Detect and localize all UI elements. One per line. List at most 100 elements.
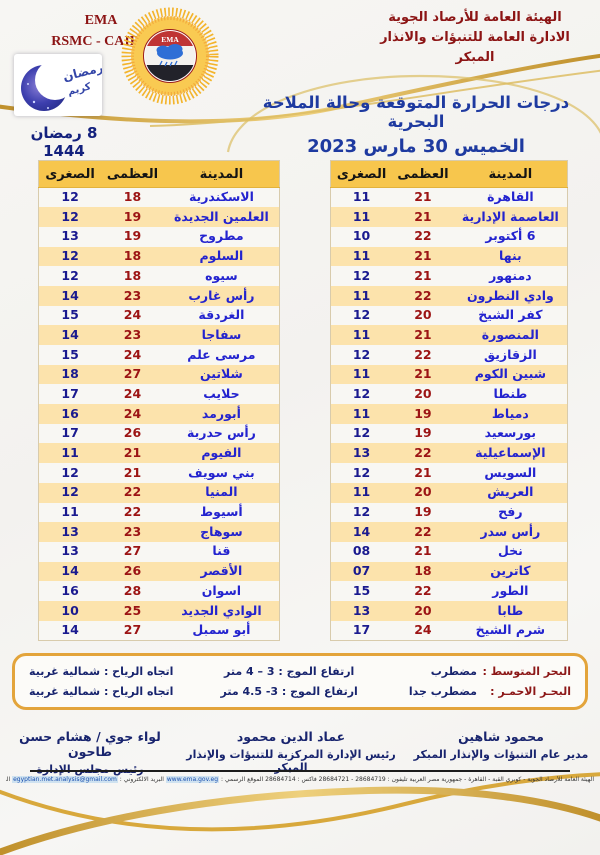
min-temp-cell: 12 [61,267,79,283]
table-row: نخل 21 08 [330,541,568,562]
ema-flag-emblem: EMA [145,31,195,81]
signatory-name: لواء جوي / هشام حسن طاحون [19,729,161,759]
table-row: دمنهور 21 12 [330,266,568,286]
address-phones-text: الهيئة العامة للأرصاد الجوية - كوبري الق… [220,776,594,783]
min-temp-cell: 13 [352,445,371,461]
max-temp-cell: 22 [414,445,432,461]
max-temp-cell: 20 [414,484,432,500]
max-temp-cell: 20 [414,602,432,618]
email-link[interactable]: egyptian.met.analysis@gmail.com [12,776,118,783]
wind-direction-value: اتجاه الرياح : شمالية غربية [29,684,174,698]
table-row: شلاتين 27 18 [38,364,280,385]
table-row: 6 أكتوبر 22 10 [330,226,568,247]
max-temp-cell: 21 [414,326,432,342]
min-temp-cell: 12 [61,248,79,264]
max-temp-cell: 24 [414,621,432,637]
max-temp-cell: 21 [414,543,432,559]
max-temp-cell: 20 [414,307,432,323]
table-row: سفاجا 23 14 [38,325,280,345]
table-row: العلمين الجديدة 19 12 [38,207,280,227]
city-cell: دمياط [491,405,529,421]
max-temp-cell: 26 [123,563,142,579]
website-link[interactable]: www.ema.gov.eg [165,776,220,783]
max-temp-cell: 19 [414,405,432,421]
city-cell: نخل [497,543,523,559]
min-temp-cell: 12 [352,267,371,283]
max-temp-cell: 27 [123,621,142,637]
table-row: سوهاج 23 13 [38,522,280,542]
table-row: كفر الشيخ 20 12 [330,305,568,326]
city-cell: شرم الشيخ [475,621,546,637]
min-temp-cell: 10 [61,602,79,618]
min-temp-cell: 12 [352,307,371,323]
facebook-label: الصفحة الرسمية على الفيس بوك : [6,776,11,783]
max-temp-cell: 18 [414,563,432,579]
min-temp-cell: 11 [352,405,371,421]
min-temp-cell: 13 [61,523,79,539]
min-temp-cell: 11 [352,248,371,264]
city-cell: أبو سمبل [192,621,251,637]
table-row: رأس سدر 22 14 [330,522,568,542]
city-cell: سوهاج [200,523,243,539]
table-row: الغردقة 24 15 [38,305,280,326]
min-temp-cell: 14 [61,326,79,342]
max-temp-cell: 19 [123,208,142,224]
max-temp-cell: 26 [123,425,142,441]
wave-height-value: ارتفاع الموج : 3 – 4 متر [224,665,355,679]
table-row: قنا 27 13 [38,541,280,562]
max-temp-cell: 21 [123,464,142,480]
min-temp-cell: 15 [61,346,79,362]
table-row: المنيا 22 12 [38,482,280,503]
min-temp-cell: 08 [352,543,371,559]
max-temp-cell: 24 [123,346,142,362]
table-row: الاسكندرية 18 12 [38,187,280,208]
city-cell: الاسكندرية [188,189,254,205]
max-temp-cell: 18 [123,248,142,264]
min-temp-cell: 11 [352,484,371,500]
max-column-header: العظمى [101,160,164,188]
ema-acronym: EMA [84,13,118,28]
min-temp-cell: 11 [352,189,371,205]
city-column-header: المدينة [163,160,280,188]
max-temp-cell: 21 [414,267,432,283]
bulletin-title: درجات الحرارة المتوقعة وحالة الملاحة الب… [238,93,594,157]
min-temp-cell: 15 [61,307,79,323]
min-temp-cell: 14 [61,621,79,637]
table-row: رأس حدربة 26 17 [38,423,280,444]
table-row: العاصمة الإدارية 21 11 [330,207,568,227]
min-temp-cell: 18 [61,366,79,382]
city-cell: العلمين الجديدة [174,208,269,224]
max-temp-cell: 22 [414,523,432,539]
city-cell: الزقازيق [483,346,537,362]
max-temp-cell: 22 [123,484,142,500]
table-header-row: المدينة العظمى الصغرى [330,160,568,188]
table-row: شرم الشيخ 24 17 [330,620,568,641]
min-temp-cell: 12 [61,464,79,480]
min-temp-cell: 14 [61,563,79,579]
max-temp-cell: 27 [123,543,142,559]
table-row: أبورمد 24 16 [38,404,280,424]
city-cell: بنها [499,248,522,264]
temperature-table-right: المدينة العظمى الصغرى القاهرة 21 11 العاصمة… [330,160,568,641]
min-temp-cell: 17 [61,385,79,401]
table-row: الزقازيق 22 12 [330,345,568,365]
min-temp-cell: 12 [352,346,371,362]
min-column-header: الصغرى [330,160,393,188]
min-temp-cell: 12 [352,425,371,441]
table-row: رأس غارب 23 14 [38,285,280,306]
city-cell: السلوم [199,248,244,264]
city-cell: الإسماعيلية [475,445,546,461]
city-cell: بورسعيد [484,425,537,441]
temperature-table-left: المدينة العظمى الصغرى الاسكندرية 18 12 العل… [38,160,280,641]
city-cell: قنا [212,543,231,559]
min-temp-cell: 16 [61,405,79,421]
city-cell: رأس غارب [188,287,255,303]
table-row: العريش 20 11 [330,482,568,503]
table-row: الوادي الجديد 25 10 [38,600,280,621]
max-temp-cell: 21 [414,248,432,264]
city-cell: أبورمد [201,405,241,421]
max-temp-cell: 21 [123,445,142,461]
table-row: مرسى علم 24 15 [38,345,280,365]
sea-state-value: مضطرب [430,665,477,679]
table-row: السلوم 18 12 [38,246,280,267]
